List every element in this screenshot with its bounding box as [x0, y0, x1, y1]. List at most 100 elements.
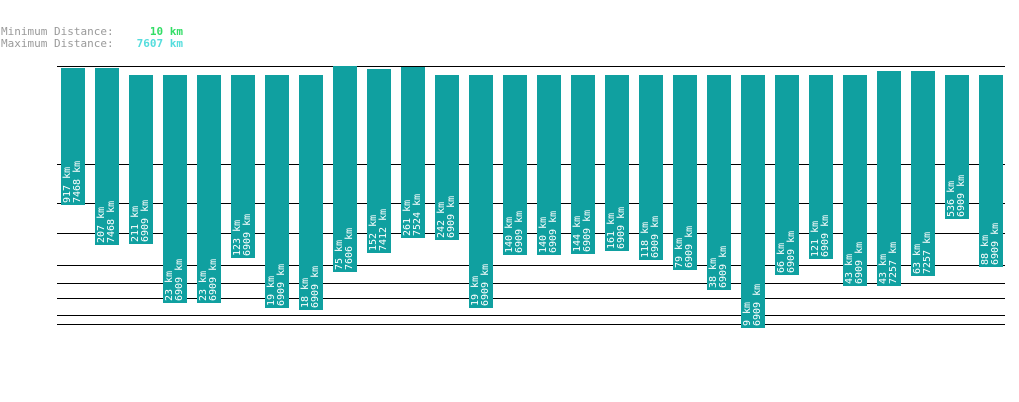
bar-group: 140 km 6909 km: [503, 75, 527, 255]
bar-group: 261 km 7524 km: [401, 67, 425, 238]
bar-group: 118 km 6909 km: [639, 75, 663, 260]
bar-max-label: 6909 km: [820, 215, 831, 257]
bar-distance-label: 140 km: [504, 217, 515, 253]
bar-max-label: 6909 km: [174, 259, 185, 301]
bar: [469, 75, 493, 308]
bar-group: 43 km 7257 km: [877, 71, 901, 286]
bar-max-label: 6909 km: [242, 214, 253, 256]
bar-distance-label: 9 km: [742, 302, 753, 326]
min-distance-value: 10 km: [149, 25, 183, 38]
bar-distance-label: 121 km: [810, 221, 821, 257]
bar: [979, 75, 1003, 267]
bar-max-label: 6909 km: [854, 242, 865, 284]
bar-max-label: 7412 km: [378, 209, 389, 251]
bar-group: 63 km 7257 km: [911, 71, 935, 276]
bar-distance-label: 66 km: [776, 243, 787, 273]
bar-max-label: 6909 km: [752, 284, 763, 326]
bar-max-label: 6909 km: [480, 264, 491, 306]
bar-distance-label: 38 km: [708, 258, 719, 288]
bar-max-label: 6909 km: [514, 211, 525, 253]
bar-distance-label: 140 km: [538, 217, 549, 253]
bar-group: 917 km 7468 km: [61, 68, 85, 205]
bar-distance-label: 161 km: [606, 213, 617, 249]
bar-group: 152 km 7412 km: [367, 69, 391, 253]
bar: [605, 75, 629, 251]
legend-min-row: Minimum Distance: 10 km: [1, 26, 183, 38]
legend: Minimum Distance: 10 km Maximum Distance:…: [1, 26, 183, 50]
bar-distance-label: 123 km: [232, 220, 243, 256]
bar: [401, 67, 425, 238]
min-distance-label: Minimum Distance:: [1, 25, 114, 38]
bar-max-label: 6909 km: [446, 196, 457, 238]
bar-group: 19 km 6909 km: [469, 75, 493, 308]
bar-distance-label: 43 km: [878, 254, 889, 284]
bar-group: 207 km 7468 km: [95, 68, 119, 245]
bar-max-label: 6909 km: [582, 210, 593, 252]
bar: [945, 75, 969, 219]
bar: [265, 75, 289, 308]
bar-distance-label: 75 km: [334, 240, 345, 270]
bar: [163, 75, 187, 303]
bar: [367, 69, 391, 253]
bar-group: 79 km 6909 km: [673, 75, 697, 270]
bar-distance-label: 23 km: [164, 271, 175, 301]
bar: [877, 71, 901, 286]
bar-max-label: 6909 km: [276, 264, 287, 306]
bar-group: 140 km 6909 km: [537, 75, 561, 255]
bar-max-label: 6909 km: [548, 211, 559, 253]
bar: [571, 75, 595, 254]
bar-max-label: 6909 km: [684, 226, 695, 268]
bar-distance-label: 207 km: [96, 207, 107, 243]
bar-group: 536 km 6909 km: [945, 75, 969, 219]
bar-max-label: 6909 km: [650, 216, 661, 258]
bar-max-label: 7257 km: [922, 232, 933, 274]
bar: [197, 75, 221, 303]
bar-distance-label: 261 km: [402, 200, 413, 236]
bar-distance-label: 79 km: [674, 238, 685, 268]
bar: [911, 71, 935, 276]
bar-distance-label: 19 km: [266, 276, 277, 306]
bar-group: 211 km 6909 km: [129, 75, 153, 244]
bar-group: 75 km 7606 km: [333, 66, 357, 272]
bar-max-label: 6909 km: [616, 207, 627, 249]
bar-max-label: 7257 km: [888, 242, 899, 284]
bar-max-label: 6909 km: [990, 223, 1001, 265]
bar-max-label: 7606 km: [344, 228, 355, 270]
bar: [775, 75, 799, 275]
bar-group: 66 km 6909 km: [775, 75, 799, 275]
legend-max-row: Maximum Distance: 7607 km: [1, 38, 183, 50]
bar-max-label: 7468 km: [106, 201, 117, 243]
bar-group: 161 km 6909 km: [605, 75, 629, 251]
bar-max-label: 6909 km: [208, 259, 219, 301]
bar: [435, 75, 459, 240]
bar: [673, 75, 697, 270]
bar-group: 242 km 6909 km: [435, 75, 459, 240]
bar-distance-label: 43 km: [844, 254, 855, 284]
bar-group: 23 km 6909 km: [197, 75, 221, 303]
bar-max-label: 6909 km: [718, 246, 729, 288]
bar-distance-label: 88 km: [980, 235, 991, 265]
bar-group: 43 km 6909 km: [843, 75, 867, 286]
bar-group: 9 km 6909 km: [741, 75, 765, 328]
bar: [299, 75, 323, 310]
bar-group: 121 km 6909 km: [809, 75, 833, 259]
bar: [537, 75, 561, 255]
bar: [741, 75, 765, 328]
bar: [809, 75, 833, 259]
bar: [333, 66, 357, 272]
bar-distance-label: 18 km: [300, 278, 311, 308]
bar-distance-label: 211 km: [130, 206, 141, 242]
bar-max-label: 7468 km: [72, 161, 83, 203]
bar-max-label: 7524 km: [412, 194, 423, 236]
bar-distance-label: 536 km: [946, 181, 957, 217]
bar-distance-label: 152 km: [368, 215, 379, 251]
max-distance-value: 7607 km: [136, 37, 183, 50]
bar-distance-label: 144 km: [572, 216, 583, 252]
bar: [61, 68, 85, 205]
bar-group: 88 km 6909 km: [979, 75, 1003, 267]
bar-group: 19 km 6909 km: [265, 75, 289, 308]
bar-distance-label: 118 km: [640, 222, 651, 258]
bar-max-label: 6909 km: [140, 200, 151, 242]
bar-distance-label: 242 km: [436, 202, 447, 238]
